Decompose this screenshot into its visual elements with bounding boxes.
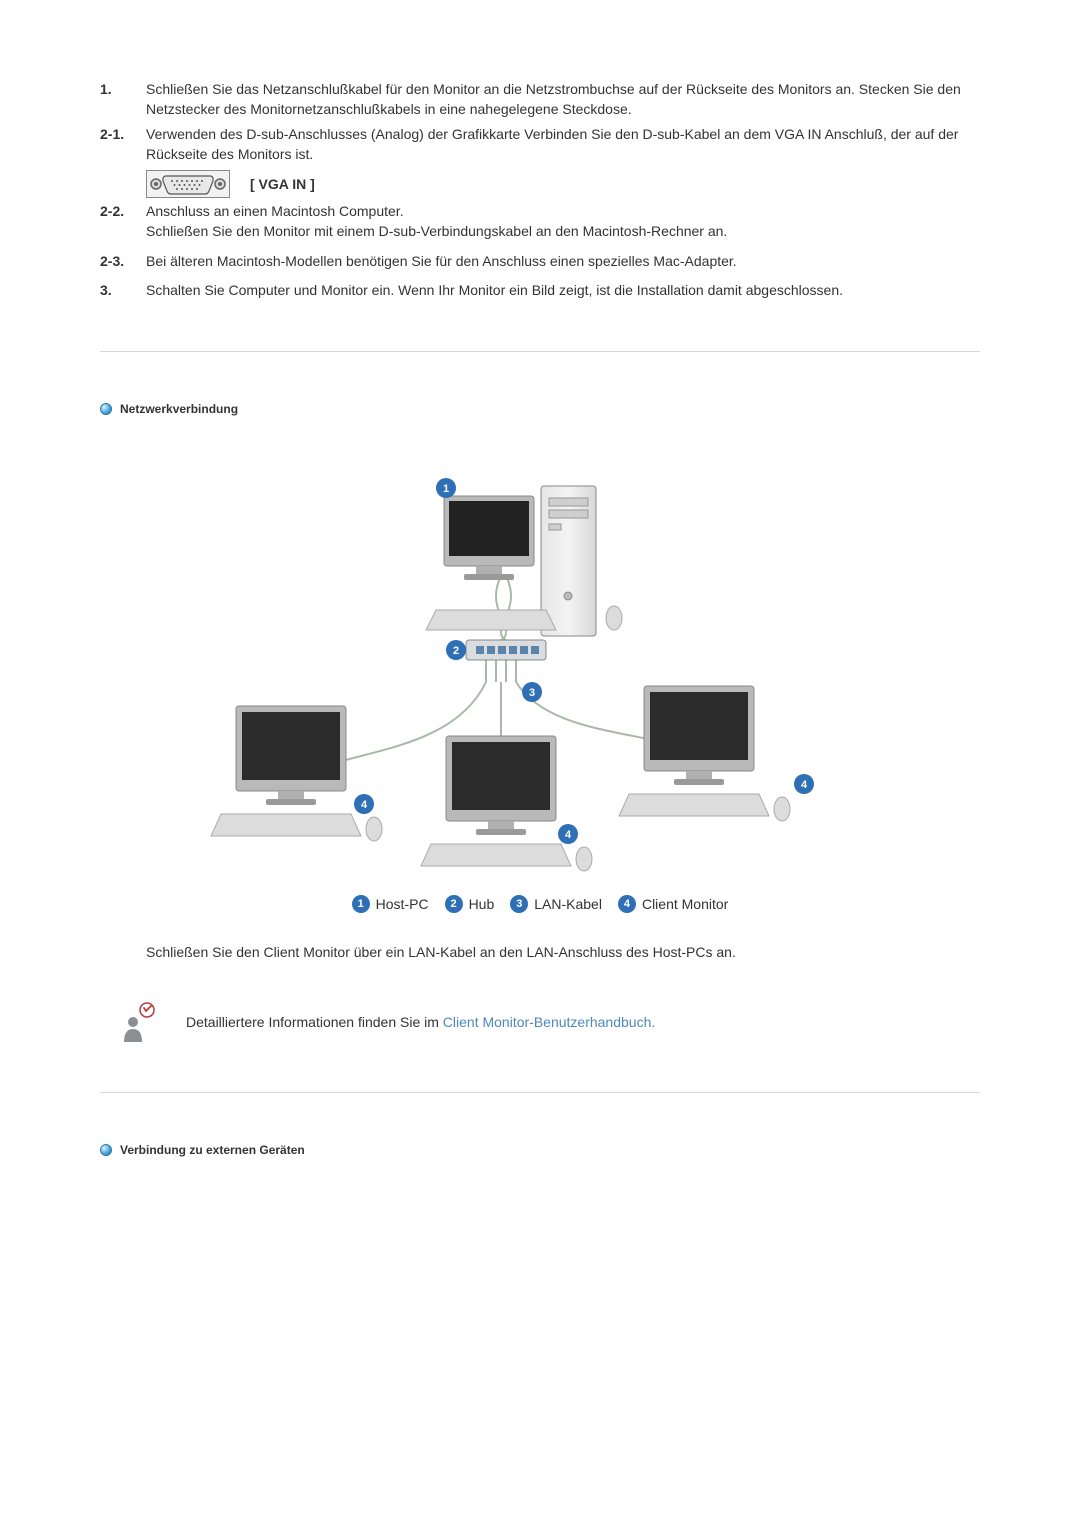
legend-label: Hub xyxy=(469,896,495,912)
client-monitor-left-icon xyxy=(211,706,382,841)
instruction-text: Anschluss an einen Macintosh Computer. S… xyxy=(146,202,980,241)
vga-connector-row: [ VGA IN ] xyxy=(146,170,980,198)
svg-text:3: 3 xyxy=(529,687,535,699)
svg-text:4: 4 xyxy=(361,799,368,811)
client-monitor-manual-link[interactable]: Client Monitor-Benutzerhandbuch. xyxy=(443,1014,655,1030)
separator xyxy=(100,351,980,352)
network-diagram-svg: 1 2 3 4 4 4 xyxy=(146,446,846,876)
legend-label: Host-PC xyxy=(376,896,429,912)
note-text: Detailliertere Informationen finden Sie … xyxy=(186,1014,443,1030)
svg-text:4: 4 xyxy=(565,829,572,841)
client-monitor-right-icon xyxy=(619,686,790,821)
instruction-text: Schließen Sie das Netzanschlußkabel für … xyxy=(146,80,980,119)
instruction-text: Verwenden des D-sub-Anschlusses (Analog)… xyxy=(146,125,980,164)
instruction-1: 1. Schließen Sie das Netzanschlußkabel f… xyxy=(100,80,980,119)
instruction-text: Schalten Sie Computer und Monitor ein. W… xyxy=(146,281,980,301)
instruction-2-3: 2-3. Bei älteren Macintosh-Modellen benö… xyxy=(100,252,980,272)
diagram-legend: 1 Host-PC 2 Hub 3 LAN-Kabel 4 Client Mon… xyxy=(146,895,934,913)
svg-text:4: 4 xyxy=(801,779,808,791)
bullet-icon xyxy=(100,1144,112,1156)
legend-badge: 1 xyxy=(352,895,370,913)
instruction-2-1: 2-1. Verwenden des D-sub-Anschlusses (An… xyxy=(100,125,980,164)
legend-label: Client Monitor xyxy=(642,896,728,912)
page: 1. Schließen Sie das Netzanschlußkabel f… xyxy=(0,0,1080,1247)
instruction-number: 3. xyxy=(100,281,146,301)
client-monitor-center-icon xyxy=(421,736,592,871)
separator xyxy=(100,1092,980,1093)
instruction-line: Schließen Sie den Monitor mit einem D-su… xyxy=(146,223,727,239)
network-diagram: 1 2 3 4 4 4 1 Host-PC 2 xyxy=(146,446,934,913)
network-body-text: Schließen Sie den Client Monitor über ei… xyxy=(146,943,934,963)
legend-badge: 2 xyxy=(445,895,463,913)
bullet-icon xyxy=(100,403,112,415)
section-title: Netzwerkverbindung xyxy=(120,402,238,416)
legend-item-lankabel: 3 LAN-Kabel xyxy=(510,895,602,913)
legend-badge: 4 xyxy=(618,895,636,913)
section-title: Verbindung zu externen Geräten xyxy=(120,1143,305,1157)
instruction-3: 3. Schalten Sie Computer und Monitor ein… xyxy=(100,281,980,301)
instruction-number: 2-3. xyxy=(100,252,146,272)
note-person-icon xyxy=(120,1002,156,1042)
hub-icon xyxy=(466,640,546,660)
host-pc-icon xyxy=(426,486,622,636)
legend-badge: 3 xyxy=(510,895,528,913)
svg-text:1: 1 xyxy=(443,483,449,495)
vga-connector-icon xyxy=(146,170,230,198)
vga-in-label: [ VGA IN ] xyxy=(250,176,315,192)
instruction-number: 2-2. xyxy=(100,202,146,241)
svg-text:2: 2 xyxy=(453,645,459,657)
note-text-wrapper: Detailliertere Informationen finden Sie … xyxy=(186,1014,655,1030)
legend-item-hostpc: 1 Host-PC xyxy=(352,895,429,913)
section-heading-network: Netzwerkverbindung xyxy=(100,402,980,416)
instruction-2-2: 2-2. Anschluss an einen Macintosh Comput… xyxy=(100,202,980,241)
instruction-text: Bei älteren Macintosh-Modellen benötigen… xyxy=(146,252,980,272)
instruction-number: 1. xyxy=(100,80,146,119)
instruction-number: 2-1. xyxy=(100,125,146,164)
legend-item-clientmonitor: 4 Client Monitor xyxy=(618,895,728,913)
instruction-line: Anschluss an einen Macintosh Computer. xyxy=(146,203,404,219)
section-heading-external: Verbindung zu externen Geräten xyxy=(100,1143,980,1157)
note-row: Detailliertere Informationen finden Sie … xyxy=(120,1002,980,1042)
legend-label: LAN-Kabel xyxy=(534,896,602,912)
legend-item-hub: 2 Hub xyxy=(445,895,495,913)
